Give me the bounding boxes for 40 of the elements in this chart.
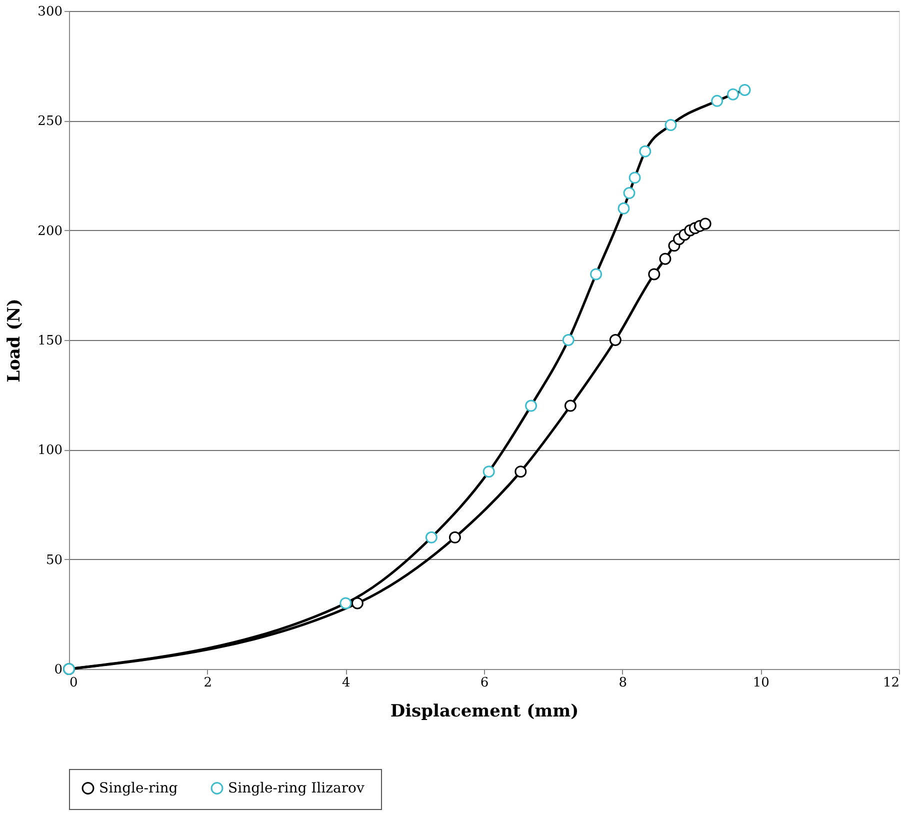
x-tick-label: 10 <box>752 676 770 690</box>
point <box>664 119 677 132</box>
x-tick-label: 8 <box>618 676 627 690</box>
point <box>699 218 712 230</box>
point <box>525 400 538 412</box>
point <box>738 84 751 96</box>
point <box>609 334 622 346</box>
x-tick-label: 6 <box>480 676 489 690</box>
point <box>618 202 630 214</box>
x-tick-label: 12 <box>882 676 900 690</box>
point <box>648 268 660 280</box>
point <box>727 88 739 100</box>
point <box>351 597 364 610</box>
y-tick-label: 300 <box>38 4 62 20</box>
point <box>564 400 576 412</box>
x-tick-label: 4 <box>342 676 350 690</box>
point <box>639 145 652 158</box>
point <box>448 531 461 544</box>
legend-label: Single-ring Ilizarov <box>228 780 364 796</box>
y-tick-label: 50 <box>46 552 62 568</box>
point <box>659 252 672 265</box>
point <box>514 466 527 478</box>
x-tick-label: 0 <box>70 676 78 690</box>
y-tick-label: 150 <box>38 334 62 348</box>
point <box>562 334 574 346</box>
x-axis-title: Displacement (mm) <box>390 702 579 722</box>
y-tick-label: 100 <box>38 443 62 458</box>
point <box>711 94 724 107</box>
point <box>590 268 602 280</box>
y-axis-title: Load (N) <box>4 298 25 382</box>
point <box>623 187 636 200</box>
point <box>628 172 641 184</box>
point <box>482 466 495 478</box>
y-tick-label: 0 <box>54 662 62 678</box>
legend-label: Single-ring <box>99 780 178 796</box>
y-tick-label: 200 <box>38 224 62 239</box>
x-tick-label: 2 <box>204 676 212 690</box>
y-tick-label: 250 <box>38 114 62 130</box>
point <box>340 597 352 610</box>
point <box>425 531 438 544</box>
